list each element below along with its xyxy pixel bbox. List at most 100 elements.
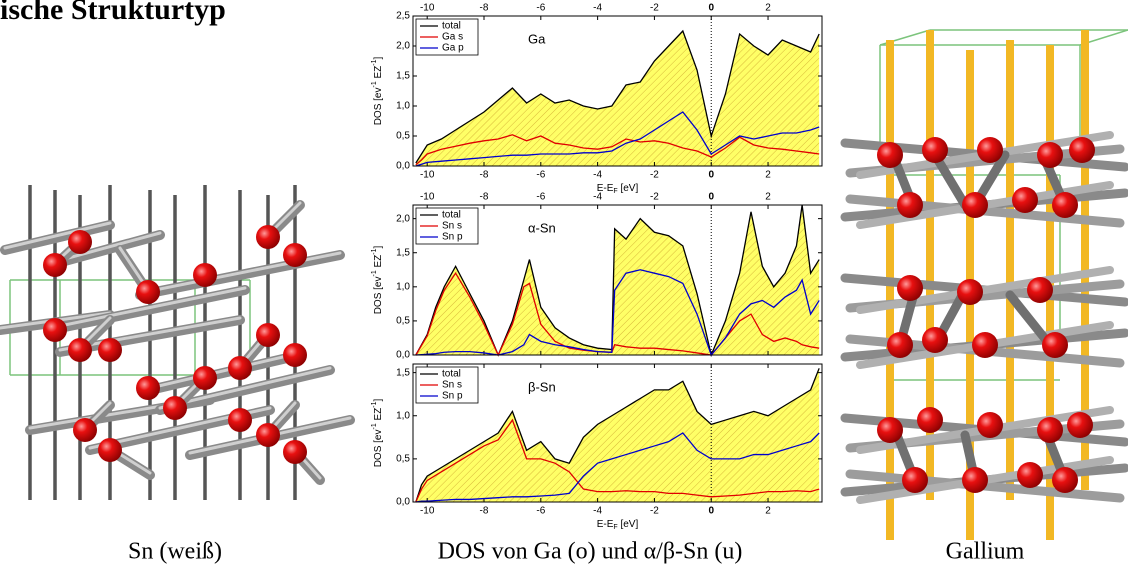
atom <box>887 332 913 358</box>
atom <box>977 137 1003 163</box>
panel-title: β-Sn <box>528 379 556 394</box>
y-tick-label: 1,0 <box>396 101 410 112</box>
y-axis-label: DOS [ev-1 EZ-1] <box>371 56 384 125</box>
y-axis-label: DOS [ev-1 EZ-1] <box>371 398 384 467</box>
y-tick-label: 0,5 <box>396 316 410 327</box>
x-tick-label: 2 <box>765 3 771 14</box>
atom <box>962 467 988 493</box>
atom <box>43 318 67 342</box>
x-tick-label: 2 <box>765 170 771 181</box>
atom <box>98 438 122 462</box>
atom <box>1017 462 1043 488</box>
x-label-part: [eV] <box>618 519 639 530</box>
x-tick-label: -8 <box>480 3 489 14</box>
legend-label: Sn s <box>442 221 462 232</box>
legend-label: total <box>442 21 461 32</box>
atom <box>73 418 97 442</box>
plot-frame <box>412 15 823 167</box>
x-tick-label: 0 <box>708 170 714 181</box>
bond-highlight <box>3 221 112 250</box>
x-tick-label: -10 <box>420 3 435 14</box>
sn-structure <box>0 185 355 500</box>
atom <box>1067 412 1093 438</box>
legend-label: total <box>442 210 461 221</box>
y-axis-label: DOS [ev-1 EZ-1] <box>371 245 384 314</box>
bond <box>155 365 335 415</box>
y-tick-label: 0,5 <box>396 454 410 465</box>
y-label-part: DOS [ev <box>373 277 384 315</box>
y-tick-label: 1,5 <box>396 247 410 258</box>
atom <box>1037 142 1063 168</box>
atom <box>1012 187 1038 213</box>
atom <box>902 467 928 493</box>
x-tick-label: -4 <box>593 192 602 203</box>
atom <box>897 192 923 218</box>
dos-charts: -10 -10 -8 -8 -6 -6 -4 -4 -2 -2 0 0 2 2 0,0 0,5 1,0 1,5 2,… <box>371 3 823 531</box>
atom <box>283 243 307 267</box>
x-tick-label: -10 <box>420 506 435 517</box>
legend-label: total <box>442 369 461 380</box>
x-tick-label: -8 <box>480 506 489 517</box>
atom <box>193 366 217 390</box>
legend-label: Sn p <box>442 232 463 243</box>
x-tick-label: -2 <box>650 3 659 14</box>
x-tick-label: -10 <box>420 192 435 203</box>
y-tick-label: 2,0 <box>396 41 410 52</box>
x-tick-label: -10 <box>420 170 435 181</box>
y-label-part: ] <box>373 398 384 401</box>
bond-highlight <box>138 251 342 295</box>
dos-line <box>415 271 820 357</box>
bond <box>135 250 345 300</box>
legend-label: Sn s <box>442 380 462 391</box>
y-label-part: EZ <box>373 66 384 82</box>
atom <box>136 280 160 304</box>
y-tick-label: 1,5 <box>396 71 410 82</box>
x-tick-label: -8 <box>480 192 489 203</box>
atom <box>98 338 122 362</box>
y-label-part: EZ <box>373 408 384 424</box>
dos-area <box>415 205 820 355</box>
x-label-part: [eV] <box>618 183 639 194</box>
y-tick-label: 1,0 <box>396 410 410 421</box>
atom <box>193 263 217 287</box>
atom <box>228 408 252 432</box>
atom <box>1027 277 1053 303</box>
x-tick-label: -6 <box>536 170 545 181</box>
bond <box>45 285 250 335</box>
x-axis-label: E-EF [eV] <box>597 519 639 531</box>
x-axis-label: E-EF [eV] <box>597 183 639 195</box>
atom <box>922 327 948 353</box>
atom <box>1069 137 1095 163</box>
x-tick-label: -4 <box>593 170 602 181</box>
x-tick-label: -6 <box>536 506 545 517</box>
x-tick-label: -2 <box>650 506 659 517</box>
atom <box>977 412 1003 438</box>
x-tick-label: 0 <box>708 192 714 203</box>
dos-area <box>415 368 820 502</box>
x-label-part: F <box>613 524 617 531</box>
y-label-part: EZ <box>373 255 384 271</box>
atom <box>1052 192 1078 218</box>
x-tick-label: -4 <box>593 506 602 517</box>
dos-line <box>415 269 820 357</box>
atom <box>957 279 983 305</box>
y-label-part: DOS [ev <box>373 88 384 126</box>
y-tick-label: 0,0 <box>396 497 410 508</box>
legend-label: Sn p <box>442 391 463 402</box>
atom <box>972 332 998 358</box>
x-tick-label: 2 <box>765 192 771 203</box>
bond <box>930 150 970 210</box>
atom <box>256 225 280 249</box>
atom <box>43 253 67 277</box>
atom <box>68 230 92 254</box>
atom <box>1052 467 1078 493</box>
y-label-part: ] <box>373 245 384 248</box>
atom <box>163 396 187 420</box>
caption: Gallium <box>946 539 1025 565</box>
y-tick-label: 0,0 <box>396 161 410 172</box>
bond <box>856 266 1114 314</box>
y-tick-label: 1,0 <box>396 281 410 292</box>
y-tick-label: 0,5 <box>396 131 410 142</box>
legend-label: Ga s <box>442 32 463 43</box>
atom <box>962 192 988 218</box>
